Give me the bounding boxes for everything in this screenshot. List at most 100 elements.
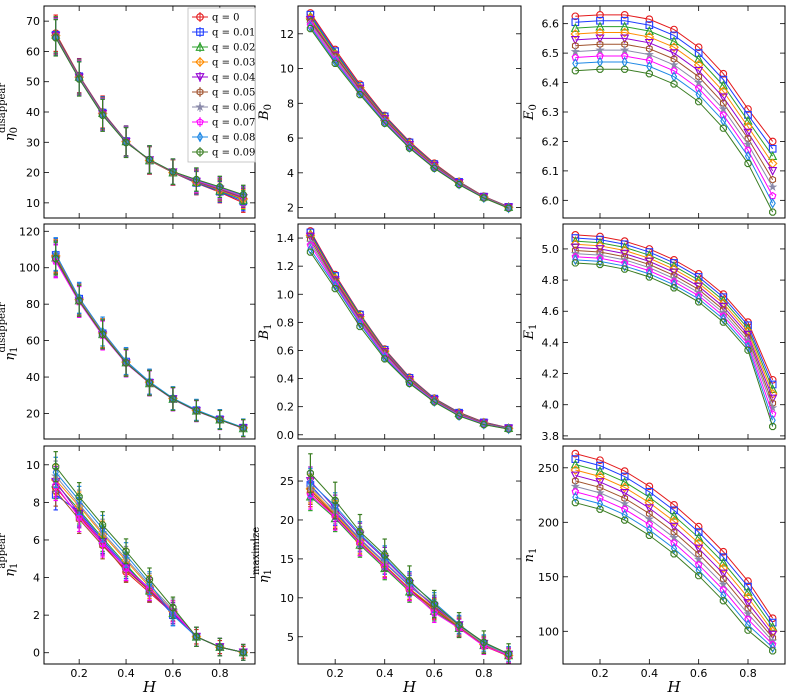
data-point xyxy=(718,569,728,579)
y-tick-label: 1.0 xyxy=(277,288,295,301)
series-line xyxy=(55,466,244,653)
data-point xyxy=(694,528,703,536)
data-point xyxy=(744,626,752,634)
y-tick-label: 15 xyxy=(280,553,294,566)
y-tick-label: 6 xyxy=(287,132,294,145)
series-8 xyxy=(52,456,247,661)
data-point xyxy=(694,66,704,76)
y-axis-label: B0 xyxy=(257,104,274,121)
data-point xyxy=(192,175,200,184)
legend-box xyxy=(187,7,256,163)
data-point xyxy=(505,204,513,212)
data-point xyxy=(595,27,605,38)
series-line xyxy=(309,230,509,429)
data-point xyxy=(694,43,703,52)
y-tick-label: 4.0 xyxy=(542,399,560,412)
data-point xyxy=(720,313,727,325)
data-point xyxy=(570,465,581,475)
y-axis-label: η1appear xyxy=(0,533,20,577)
series-0 xyxy=(571,449,777,623)
y-label-subscript: 0 xyxy=(528,104,539,110)
data-point xyxy=(331,59,339,67)
data-point xyxy=(331,280,339,288)
data-point xyxy=(480,638,488,646)
series-line xyxy=(55,256,244,429)
series-line xyxy=(309,236,509,429)
series-9 xyxy=(52,241,247,438)
data-point xyxy=(430,398,438,406)
data-point xyxy=(743,592,753,603)
y-label-superscript: disappear xyxy=(0,302,8,352)
panel-top-middle: 2 4 6 8 10 12 B0 xyxy=(257,5,522,219)
data-point xyxy=(430,164,438,172)
y-tick-label: 5 xyxy=(287,631,294,644)
series-9 xyxy=(571,65,777,216)
y-label-superscript: maximize xyxy=(251,527,262,575)
y-tick-label: 4.8 xyxy=(542,274,560,287)
data-point xyxy=(52,34,60,42)
data-point xyxy=(644,32,655,42)
legend-label: q = 0.07 xyxy=(212,118,255,129)
data-point xyxy=(669,264,679,275)
x-tick-label: 0.8 xyxy=(739,667,757,680)
series-line xyxy=(575,240,774,390)
y-tick-label: 0.2 xyxy=(277,401,295,414)
data-point xyxy=(75,493,83,501)
data-point xyxy=(505,650,513,658)
data-point xyxy=(405,144,414,152)
y-tick-label: 200 xyxy=(538,516,559,529)
y-tick-label: 40 xyxy=(26,106,40,119)
series-line xyxy=(309,251,509,430)
y-label-subscript: 1 xyxy=(9,563,20,569)
plot-area xyxy=(50,237,249,438)
series-line xyxy=(575,480,774,639)
data-point xyxy=(670,279,678,291)
y-tick-label: 6.4 xyxy=(542,77,560,90)
series-line xyxy=(309,19,509,208)
y-tick-label: 25 xyxy=(280,475,294,488)
panel-middle-middle: 0.0 0.2 0.4 0.6 0.8 1.0 1.2 1.4 B1 xyxy=(257,223,522,442)
data-point xyxy=(669,522,679,532)
axes-frame xyxy=(562,223,786,440)
data-point xyxy=(670,80,678,88)
y-tick-label: 6.3 xyxy=(542,106,560,119)
series-line xyxy=(575,61,774,204)
data-point xyxy=(505,423,512,435)
data-point xyxy=(719,547,728,556)
x-tick-label: 0.8 xyxy=(475,667,493,680)
series-line xyxy=(575,262,774,427)
plot-area xyxy=(570,449,778,655)
x-tick-label: 0.4 xyxy=(117,667,135,680)
y-tick-label: 100 xyxy=(19,262,40,275)
data-point xyxy=(216,643,224,651)
data-point xyxy=(669,510,679,520)
plot-area xyxy=(570,231,778,431)
data-point xyxy=(670,31,678,40)
y-label-superscript: disappear xyxy=(0,83,8,133)
data-point xyxy=(505,425,513,433)
legend-label: q = 0.06 xyxy=(212,103,255,114)
y-tick-label: 8 xyxy=(33,496,40,509)
data-point xyxy=(192,633,200,641)
series-5 xyxy=(52,239,247,438)
data-point xyxy=(695,98,703,106)
y-label-symbol: E xyxy=(522,329,537,340)
y-tick-label: 10 xyxy=(280,63,294,76)
data-point xyxy=(455,621,463,629)
data-point xyxy=(122,359,130,367)
data-point xyxy=(145,379,154,387)
series-5 xyxy=(571,476,777,642)
axes-frame xyxy=(562,445,786,665)
series-line xyxy=(310,472,509,655)
series-line xyxy=(575,43,774,180)
series-line xyxy=(55,261,244,429)
y-tick-label: 150 xyxy=(538,571,559,584)
data-point xyxy=(571,18,580,27)
data-point xyxy=(718,298,729,309)
legend-label: q = 0.05 xyxy=(212,88,255,99)
series-line xyxy=(575,502,773,652)
data-point xyxy=(695,293,702,305)
series-9 xyxy=(571,259,777,431)
panel-bottom-left: 0.2 0.4 0.6 0.8 0 2 4 6 8 10 η1appear H xyxy=(0,445,256,696)
data-point xyxy=(596,65,604,73)
